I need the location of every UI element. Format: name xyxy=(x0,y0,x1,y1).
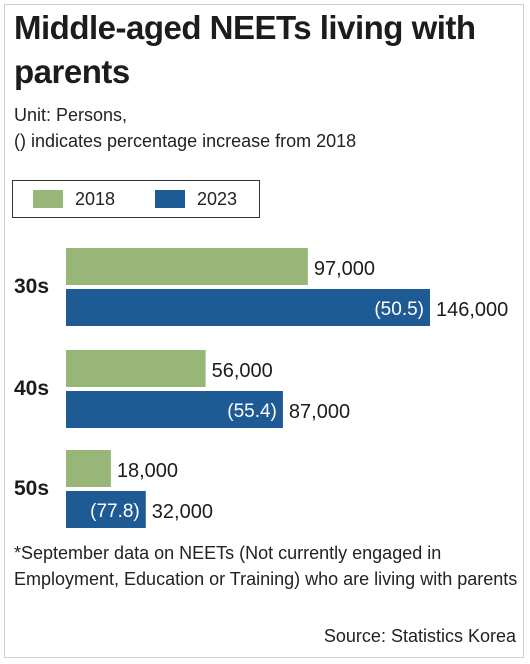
unit-line-1: Unit: Persons, xyxy=(14,105,128,125)
unit-note: Unit: Persons, () indicates percentage i… xyxy=(14,102,356,154)
value-label-2023-30s: 146,000 xyxy=(436,299,508,321)
category-label-50s: 50s xyxy=(14,477,49,500)
bar-2023-40s xyxy=(66,391,283,428)
increase-label-30s: (50.5) xyxy=(374,299,424,320)
bar-2023-30s xyxy=(66,289,430,326)
increase-label-50s: (77.8) xyxy=(90,501,140,522)
bar-chart: 30s 97,000 146,000 (50.5) 40s 56,000 87,000 (55… xyxy=(14,248,508,528)
bar-2018-40s xyxy=(66,350,206,387)
source-note: Source: Statistics Korea xyxy=(323,626,516,646)
chart-title: Middle-aged NEETs living with parents xyxy=(14,9,476,90)
increase-label-40s: (55.4) xyxy=(227,401,277,422)
value-label-2023-50s: 32,000 xyxy=(152,501,213,523)
legend: 2018 2023 xyxy=(12,180,260,218)
figure-frame xyxy=(4,4,524,658)
legend-label-2023: 2023 xyxy=(197,189,238,209)
footnote: *September data on NEETs (Not currently … xyxy=(14,543,518,589)
bar-2018-50s xyxy=(66,450,111,487)
legend-swatch-2023 xyxy=(155,190,185,208)
legend-swatch-2018 xyxy=(33,190,63,208)
legend-label-2018: 2018 xyxy=(75,189,116,209)
bar-2023-50s xyxy=(66,491,146,528)
value-label-2018-50s: 18,000 xyxy=(117,460,178,482)
value-label-2018-40s: 56,000 xyxy=(212,360,273,382)
value-label-2018-30s: 97,000 xyxy=(314,258,375,280)
category-label-40s: 40s xyxy=(14,377,49,400)
bar-2018-30s xyxy=(66,248,308,285)
unit-line-2: () indicates percentage increase from 20… xyxy=(14,131,357,151)
value-label-2023-40s: 87,000 xyxy=(289,401,350,423)
category-label-30s: 30s xyxy=(14,275,49,298)
